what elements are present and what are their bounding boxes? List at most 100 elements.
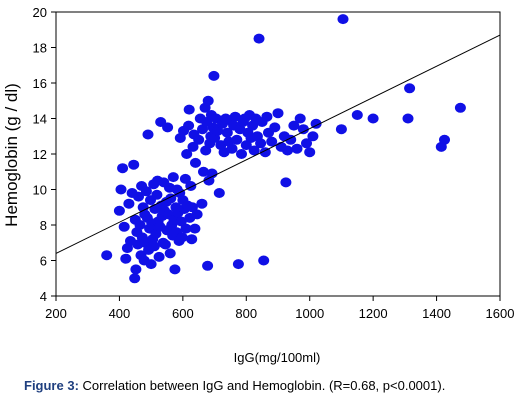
x-axis-label: IgG(mg/100ml) — [234, 350, 321, 365]
x-tick-label: 600 — [172, 306, 194, 321]
data-point — [101, 250, 113, 261]
data-point — [148, 241, 160, 252]
scatter-chart: 200 400 600 800 1000 1200 1400 1600 4 6 8 10 12 14 16… — [2, 5, 514, 365]
data-point — [169, 264, 181, 275]
y-tick-label: 16 — [33, 76, 47, 91]
data-point — [202, 95, 214, 106]
y-tick-label: 14 — [33, 112, 47, 127]
data-point — [164, 248, 176, 259]
x-tick-label: 400 — [109, 306, 131, 321]
data-point — [337, 14, 349, 25]
data-point — [291, 143, 303, 154]
data-point — [162, 122, 174, 133]
x-axis-ticks: 200 400 600 800 1000 1200 1400 1600 — [45, 296, 514, 321]
data-point — [213, 188, 225, 198]
data-point — [181, 149, 193, 159]
data-point — [196, 198, 208, 209]
data-point — [288, 120, 300, 131]
data-point — [130, 264, 142, 275]
data-point — [191, 209, 203, 220]
data-point — [189, 223, 201, 234]
data-point — [167, 172, 179, 183]
data-point — [129, 273, 141, 284]
data-point — [187, 141, 199, 152]
y-tick-label: 18 — [33, 41, 47, 56]
y-axis-ticks: 4 6 8 10 12 14 16 18 20 — [33, 5, 56, 304]
plot-frame — [55, 11, 501, 297]
y-tick-label: 20 — [33, 5, 47, 20]
data-point — [120, 253, 132, 264]
data-point — [180, 223, 192, 234]
data-point — [153, 251, 165, 262]
data-point — [133, 191, 144, 202]
data-point — [266, 136, 278, 147]
x-tick-label: 1000 — [295, 306, 324, 321]
data-point — [255, 138, 267, 149]
data-point — [402, 113, 414, 124]
data-point — [272, 108, 284, 119]
data-point — [142, 129, 154, 140]
data-point — [113, 205, 125, 216]
figure-caption-label: Figure 3: — [24, 378, 79, 393]
data-point — [140, 186, 152, 197]
y-tick-label: 4 — [40, 289, 47, 304]
data-point — [335, 124, 347, 135]
data-point — [307, 131, 319, 142]
data-point — [285, 134, 297, 145]
data-point — [304, 147, 316, 158]
data-point — [123, 198, 135, 209]
data-point — [439, 134, 450, 145]
y-tick-label: 8 — [40, 218, 47, 233]
data-point — [269, 122, 281, 133]
data-point — [198, 166, 209, 177]
data-point — [258, 255, 270, 266]
data-point — [297, 124, 309, 135]
data-point — [229, 111, 241, 122]
data-point — [145, 259, 157, 270]
data-points — [101, 14, 466, 284]
data-point — [226, 143, 238, 154]
data-point — [294, 113, 306, 124]
data-point — [232, 259, 244, 270]
data-point — [206, 168, 218, 179]
data-point — [221, 127, 233, 138]
data-point — [186, 234, 198, 245]
data-point — [179, 173, 191, 184]
x-tick-label: 1600 — [486, 306, 515, 321]
data-point — [183, 104, 195, 115]
data-point — [301, 138, 312, 149]
data-point — [134, 220, 146, 230]
data-point — [176, 232, 188, 243]
y-tick-label: 12 — [33, 147, 47, 162]
data-point — [118, 221, 130, 232]
data-point — [367, 113, 379, 124]
trend-line — [55, 34, 501, 254]
x-tick-label: 1400 — [422, 306, 451, 321]
data-point — [190, 157, 201, 168]
data-point — [159, 239, 171, 250]
y-axis-label: Hemoglobin (g / dl) — [2, 83, 21, 227]
figure-caption-text: Correlation between IgG and Hemoglobin. … — [78, 378, 446, 393]
x-tick-label: 1200 — [359, 306, 388, 321]
data-point — [280, 177, 292, 188]
data-point — [351, 110, 363, 120]
data-point — [282, 145, 293, 156]
x-tick-label: 800 — [235, 306, 257, 321]
data-point — [404, 83, 416, 94]
y-tick-label: 6 — [40, 254, 47, 269]
data-point — [208, 70, 220, 81]
data-point — [193, 134, 205, 145]
data-point — [151, 189, 163, 200]
data-point — [202, 260, 214, 271]
data-point — [231, 134, 243, 145]
x-tick-label: 200 — [45, 306, 67, 321]
data-point — [117, 163, 129, 174]
y-tick-label: 10 — [33, 183, 47, 198]
data-point — [183, 120, 195, 131]
data-point — [261, 111, 273, 122]
data-point — [253, 33, 265, 44]
data-point — [236, 149, 247, 159]
data-point — [454, 102, 466, 113]
data-point — [248, 145, 260, 156]
data-point — [259, 147, 271, 158]
